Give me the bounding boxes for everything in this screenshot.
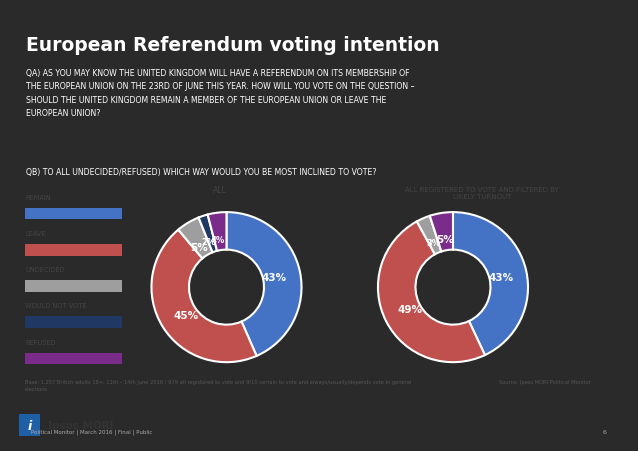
- Wedge shape: [198, 215, 217, 253]
- Wedge shape: [453, 213, 528, 355]
- Text: 5%: 5%: [190, 242, 208, 252]
- Text: 45%: 45%: [174, 310, 198, 320]
- Text: i: i: [27, 419, 32, 432]
- Wedge shape: [430, 216, 441, 252]
- Text: Source: Ipsos MORI Political Monitor: Source: Ipsos MORI Political Monitor: [499, 380, 591, 385]
- Wedge shape: [417, 216, 441, 255]
- Text: 49%: 49%: [397, 304, 422, 315]
- Text: LEAVE: LEAVE: [26, 230, 46, 237]
- Wedge shape: [151, 230, 256, 362]
- Wedge shape: [178, 218, 212, 259]
- Text: QA) AS YOU MAY KNOW THE UNITED KINGDOM WILL HAVE A REFERENDUM ON ITS MEMBERSHIP : QA) AS YOU MAY KNOW THE UNITED KINGDOM W…: [26, 69, 415, 118]
- Text: 4%: 4%: [211, 235, 225, 244]
- Text: ALL: ALL: [213, 185, 227, 194]
- Text: REMAIN: REMAIN: [26, 194, 51, 201]
- Text: REFUSED: REFUSED: [26, 339, 56, 345]
- Bar: [26, 244, 122, 256]
- Text: 3%: 3%: [427, 239, 441, 247]
- Text: UNDECIDED: UNDECIDED: [26, 267, 64, 273]
- Wedge shape: [378, 222, 485, 362]
- Text: ALL REGISTERED TO VOTE AND FILTERED BY
LIKELY TURNOUT: ALL REGISTERED TO VOTE AND FILTERED BY L…: [404, 187, 559, 200]
- Wedge shape: [430, 213, 453, 252]
- Text: Political Monitor | March 2016 | Final | Public: Political Monitor | March 2016 | Final |…: [31, 428, 152, 434]
- Wedge shape: [207, 213, 226, 251]
- Text: 43%: 43%: [488, 272, 513, 282]
- Bar: [26, 281, 122, 292]
- Bar: [26, 208, 122, 220]
- Text: Ipsos MORI: Ipsos MORI: [48, 420, 114, 430]
- Bar: [26, 353, 122, 364]
- Wedge shape: [226, 213, 302, 356]
- Bar: [19, 414, 40, 436]
- Text: WOULD NOT VOTE: WOULD NOT VOTE: [26, 303, 87, 309]
- Text: 43%: 43%: [262, 272, 286, 282]
- Text: 5%: 5%: [436, 235, 454, 244]
- Text: 6: 6: [603, 428, 607, 434]
- Text: Base: 1,257 British adults 18+, 11th – 14th June 2016 / 979 all registered to vo: Base: 1,257 British adults 18+, 11th – 1…: [25, 380, 412, 391]
- Bar: [26, 317, 122, 328]
- Text: QB) TO ALL UNDECIDED/REFUSED) WHICH WAY WOULD YOU BE MOST INCLINED TO VOTE?: QB) TO ALL UNDECIDED/REFUSED) WHICH WAY …: [26, 167, 377, 176]
- Text: 2%: 2%: [202, 238, 216, 247]
- Text: European Referendum voting intention: European Referendum voting intention: [26, 36, 440, 55]
